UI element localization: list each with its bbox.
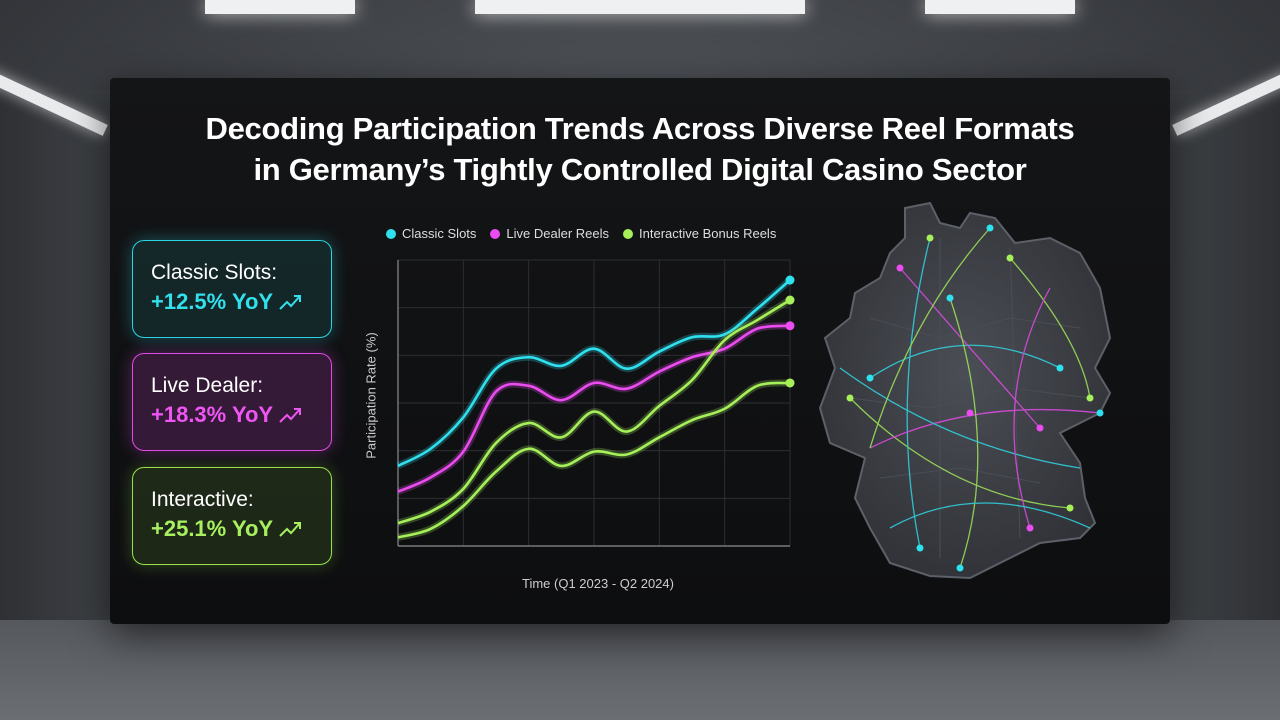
page-title: Decoding Participation Trends Across Div…: [110, 108, 1170, 190]
title-line-1: Decoding Participation Trends Across Div…: [205, 111, 1075, 146]
series-end-point: [785, 378, 795, 388]
series-line: [397, 298, 791, 525]
ceiling-light: [925, 0, 1075, 14]
left-wall: [0, 90, 110, 630]
stat-card-classic-slots: Classic Slots: +12.5% YoY: [132, 240, 332, 338]
legend-label: Live Dealer Reels: [506, 226, 610, 241]
series-line: [397, 381, 791, 539]
legend-item-live-dealer: Live Dealer Reels: [490, 226, 609, 241]
legend-dot: [623, 228, 634, 239]
legend-label: Interactive Bonus Reels: [639, 226, 777, 241]
stat-card-value: +12.5% YoY: [151, 289, 274, 314]
ceiling-light: [205, 0, 355, 14]
stat-card-label: Interactive:: [151, 488, 254, 511]
trending-up-icon: [279, 289, 303, 319]
series-end-point: [785, 275, 795, 285]
chart-legend: Classic Slots Live Dealer Reels Interact…: [386, 226, 776, 241]
stat-card-interactive: Interactive: +25.1% YoY: [132, 467, 332, 565]
series-line: [397, 279, 791, 468]
series-end-point: [785, 321, 795, 331]
legend-item-classic-slots: Classic Slots: [386, 226, 476, 241]
legend-dot: [490, 228, 501, 239]
trending-up-icon: [279, 516, 303, 546]
line-chart: [396, 259, 795, 547]
right-wall: [1170, 90, 1280, 630]
trending-up-icon: [279, 402, 303, 432]
display-screen: Decoding Participation Trends Across Div…: [110, 78, 1170, 624]
germany-map-icon: [818, 201, 1112, 580]
series-end-point: [785, 295, 795, 305]
ceiling-light: [475, 0, 805, 14]
stat-card-value: +25.1% YoY: [151, 516, 274, 541]
floor: [0, 620, 1280, 720]
series-line: [397, 324, 791, 493]
y-axis-label: Participation Rate (%): [363, 332, 379, 459]
stat-card-value: +18.3% YoY: [151, 402, 274, 427]
title-line-2: in Germany’s Tightly Controlled Digital …: [253, 152, 1027, 187]
legend-label: Classic Slots: [402, 226, 477, 241]
x-axis-label: Time (Q1 2023 - Q2 2024): [522, 576, 674, 591]
legend-dot: [386, 228, 396, 239]
stat-card-live-dealer: Live Dealer: +18.3% YoY: [132, 353, 332, 451]
legend-item-interactive: Interactive Bonus Reels: [623, 226, 776, 241]
stat-card-label: Live Dealer:: [151, 374, 264, 397]
stat-card-label: Classic Slots:: [151, 261, 278, 284]
